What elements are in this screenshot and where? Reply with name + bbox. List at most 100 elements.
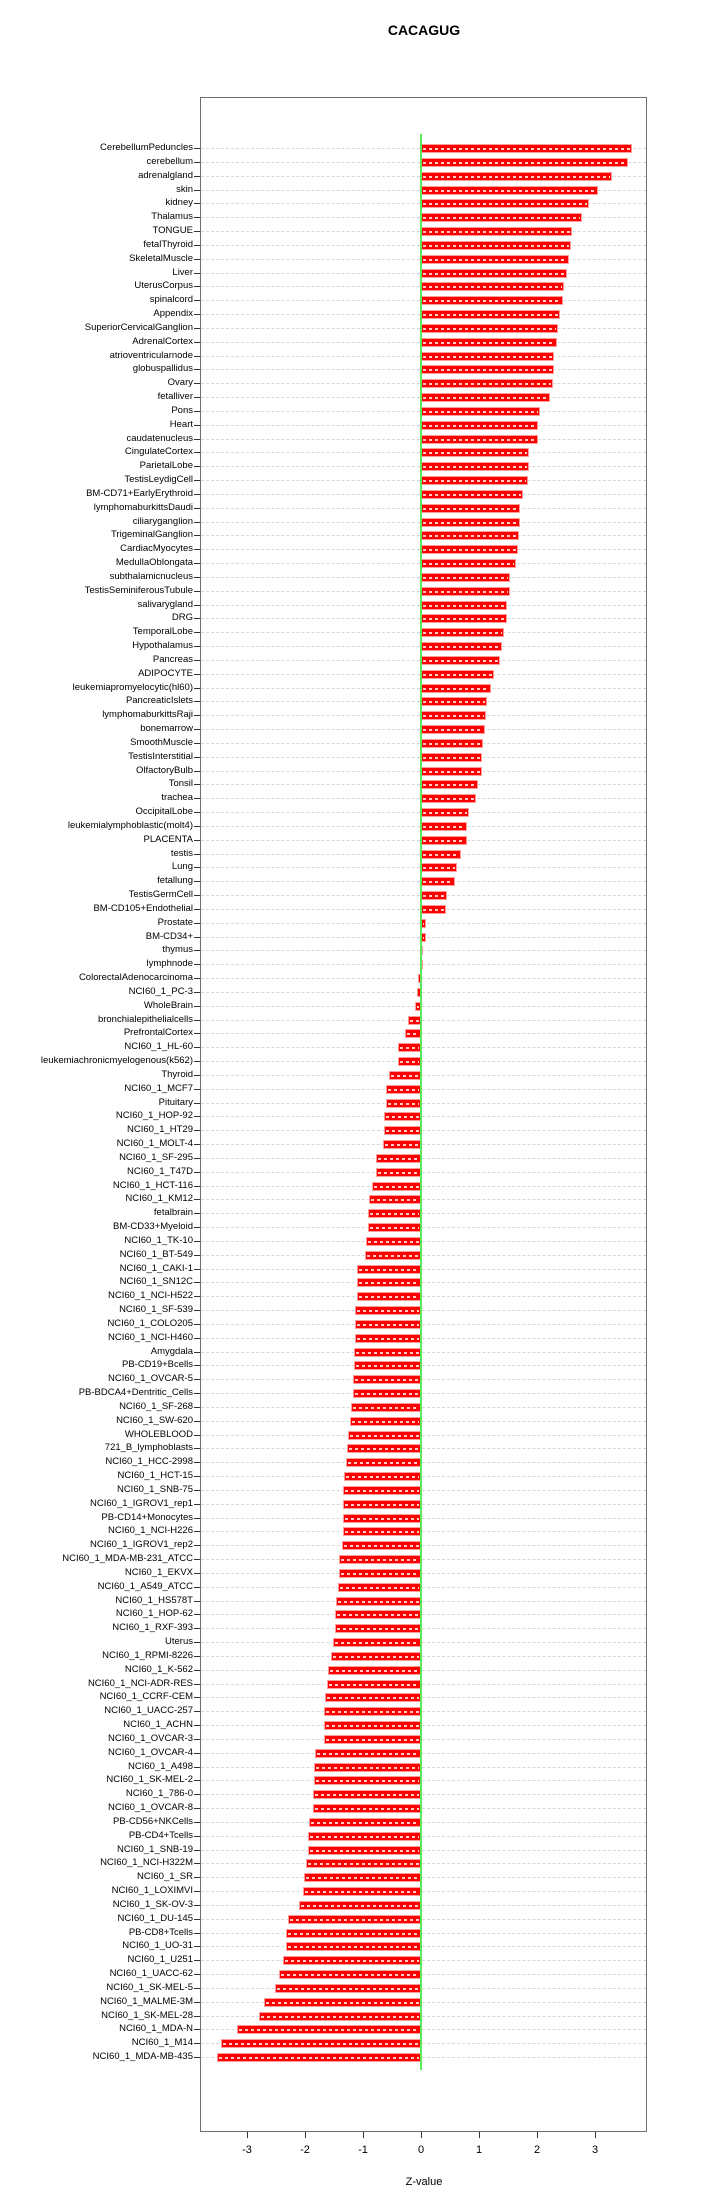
y-axis-tick (194, 1103, 200, 1104)
bar (339, 1555, 421, 1564)
bar (421, 877, 455, 886)
row-gridline (201, 1725, 646, 1726)
y-axis-tick (194, 784, 200, 785)
bar (421, 573, 510, 582)
y-axis-tick (194, 1767, 200, 1768)
bar (421, 241, 571, 250)
bar (304, 1873, 421, 1882)
bar (354, 1361, 421, 1370)
category-label: testis (170, 848, 193, 859)
y-axis-tick (194, 1531, 200, 1532)
bar-gridline-overlay (353, 1407, 419, 1409)
y-axis-tick (194, 1960, 200, 1961)
row-gridline (201, 1836, 646, 1837)
bar-gridline-overlay (355, 1379, 419, 1381)
row-gridline (201, 1033, 646, 1034)
bar-gridline-overlay (341, 1573, 419, 1575)
category-label: BM-CD71+EarlyErythroid (86, 488, 193, 499)
row-gridline (201, 1822, 646, 1823)
category-label: cerebellum (146, 156, 193, 167)
y-axis-tick (194, 1144, 200, 1145)
bar-gridline-overlay (357, 1338, 419, 1340)
bar (421, 324, 558, 333)
bar (324, 1735, 421, 1744)
bar (421, 587, 510, 596)
bar (369, 1195, 421, 1204)
bar (421, 739, 483, 748)
bar-gridline-overlay (423, 591, 508, 593)
category-label: UterusCorpus (134, 280, 193, 291)
bar (313, 1790, 421, 1799)
category-label: PLACENTA (143, 834, 193, 845)
bar-gridline-overlay (423, 715, 484, 717)
category-label: Prostate (157, 917, 193, 928)
bar (421, 642, 502, 651)
bar-gridline-overlay (423, 605, 505, 607)
bar-gridline-overlay (388, 1089, 419, 1091)
category-label: salivarygland (137, 599, 193, 610)
bar (275, 1984, 421, 1993)
y-axis-tick (194, 826, 200, 827)
category-label: adrenalgland (138, 170, 193, 181)
bar-gridline-overlay (371, 1199, 419, 1201)
category-label: BM-CD105+Endothelial (93, 903, 193, 914)
category-label: CerebellumPeduncles (100, 142, 193, 153)
bar (421, 822, 467, 831)
bar (421, 421, 538, 430)
bar (376, 1154, 421, 1163)
category-label: PB-CD8+Tcells (128, 1927, 193, 1938)
row-gridline (201, 1448, 646, 1449)
row-gridline (201, 1379, 646, 1380)
category-label: subthalamicnucleus (109, 571, 193, 582)
category-label: caudatenucleus (126, 433, 193, 444)
y-axis-tick (194, 1020, 200, 1021)
category-label: TrigeminalGanglion (110, 529, 193, 540)
bar (343, 1527, 421, 1536)
category-label: NCI60_1_MDA-MB-231_ATCC (62, 1553, 193, 1564)
bar-gridline-overlay (261, 2016, 419, 2018)
bar-gridline-overlay (341, 1559, 419, 1561)
category-label: TestisGermCell (128, 889, 193, 900)
category-label: fetalbrain (153, 1207, 193, 1218)
x-axis-tick-label: -3 (242, 2144, 252, 2156)
y-axis-tick (194, 660, 200, 661)
category-label: NCI60_1_SF-295 (119, 1152, 193, 1163)
category-label: NCI60_1_T47D (126, 1166, 193, 1177)
bar-gridline-overlay (423, 881, 453, 883)
bar-gridline-overlay (326, 1739, 419, 1741)
y-axis-tick (194, 1379, 200, 1380)
y-axis-tick (194, 1338, 200, 1339)
bar-gridline-overlay (335, 1642, 419, 1644)
y-axis-tick (194, 1490, 200, 1491)
bar-gridline-overlay (374, 1186, 419, 1188)
y-axis-tick (194, 646, 200, 647)
bar (339, 1569, 421, 1578)
category-label: Heart (169, 419, 193, 430)
bar (342, 1541, 421, 1550)
category-label: TestisInterstitial (128, 751, 193, 762)
bar-gridline-overlay (423, 342, 555, 344)
bar-gridline-overlay (345, 1490, 419, 1492)
bar-gridline-overlay (317, 1753, 419, 1755)
category-label: NCI60_1_K-562 (124, 1664, 193, 1675)
category-label: Pancreas (152, 654, 193, 665)
y-axis-tick (194, 563, 200, 564)
category-label: NCI60_1_SW-620 (116, 1415, 193, 1426)
y-axis-tick (194, 508, 200, 509)
bar-gridline-overlay (423, 452, 527, 454)
bar (315, 1749, 421, 1758)
bar-gridline-overlay (423, 369, 552, 371)
y-axis-tick (194, 314, 200, 315)
category-label: Thyroid (161, 1069, 193, 1080)
bar (357, 1292, 421, 1301)
category-label: NCI60_1_NCI-H322M (100, 1857, 193, 1868)
category-label: Pons (171, 405, 193, 416)
bar (355, 1320, 421, 1329)
bar (421, 504, 520, 513)
y-axis-tick (194, 729, 200, 730)
bar (283, 1956, 421, 1965)
y-axis-tick (194, 549, 200, 550)
bar-gridline-overlay (281, 1974, 419, 1976)
bar-gridline-overlay (359, 1269, 419, 1271)
bar-gridline-overlay (388, 1103, 419, 1105)
